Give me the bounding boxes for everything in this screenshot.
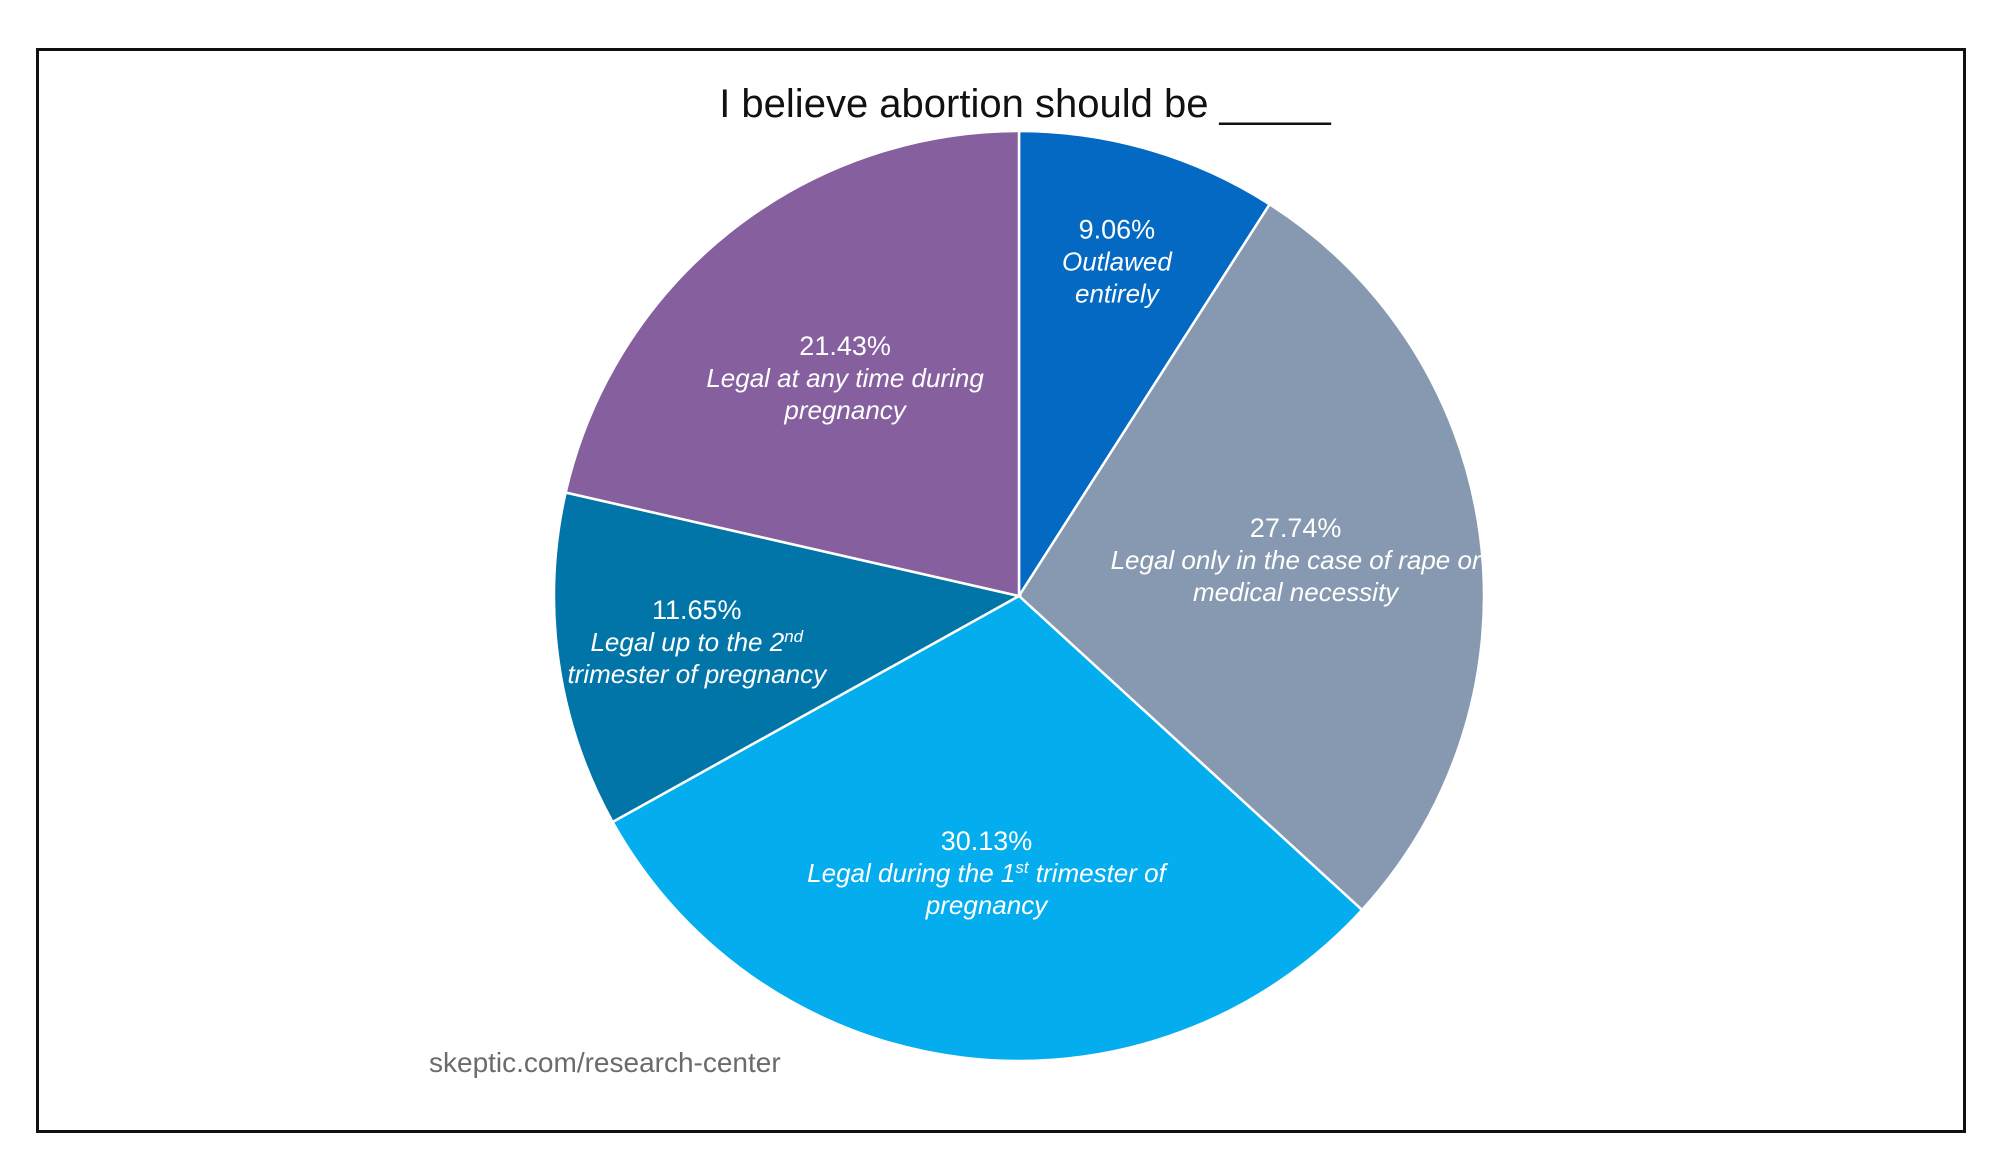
- chart-title: I believe abortion should be _____: [719, 82, 1331, 126]
- pie-slices: [552, 129, 1486, 1063]
- slice-2-value-label: 27.74%: [1250, 513, 1342, 543]
- slice-1-category-label: entirely: [1075, 278, 1161, 308]
- slice-1-value-label: 9.06%: [1079, 214, 1156, 244]
- slice-2-category-label: medical necessity: [1193, 577, 1400, 607]
- slice-3-category-label: pregnancy: [925, 890, 1049, 920]
- pie-chart: I believe abortion should be _____ 9.06%…: [429, 82, 1486, 1078]
- pie-slice-4: [552, 491, 1023, 824]
- slice-4-category-label: Legal up to the 2nd: [590, 626, 803, 657]
- slice-2-category-label: Legal only in the case of rape or: [1111, 545, 1482, 575]
- pie-slice-1: [1017, 129, 1272, 601]
- slice-3-category-label: Legal during the 1st trimester of: [807, 858, 1168, 889]
- slice-1-category-label: Outlawed: [1062, 246, 1173, 276]
- pie-slice-2: [1017, 202, 1486, 912]
- slice-5-category-label: pregnancy: [783, 395, 907, 425]
- slice-4-category-label: trimester of pregnancy: [567, 659, 828, 689]
- pie-slice-3: [610, 594, 1364, 1063]
- slice-5-category-label: Legal at any time during: [706, 363, 984, 393]
- chart-frame: I believe abortion should be _____ 9.06%…: [36, 48, 1966, 1133]
- slice-5-value-label: 21.43%: [799, 331, 891, 361]
- pie-slice-5: [564, 129, 1021, 598]
- source-credit: skeptic.com/research-center: [429, 1047, 781, 1078]
- slice-3-value-label: 30.13%: [941, 826, 1033, 856]
- slice-4-value-label: 11.65%: [652, 595, 742, 625]
